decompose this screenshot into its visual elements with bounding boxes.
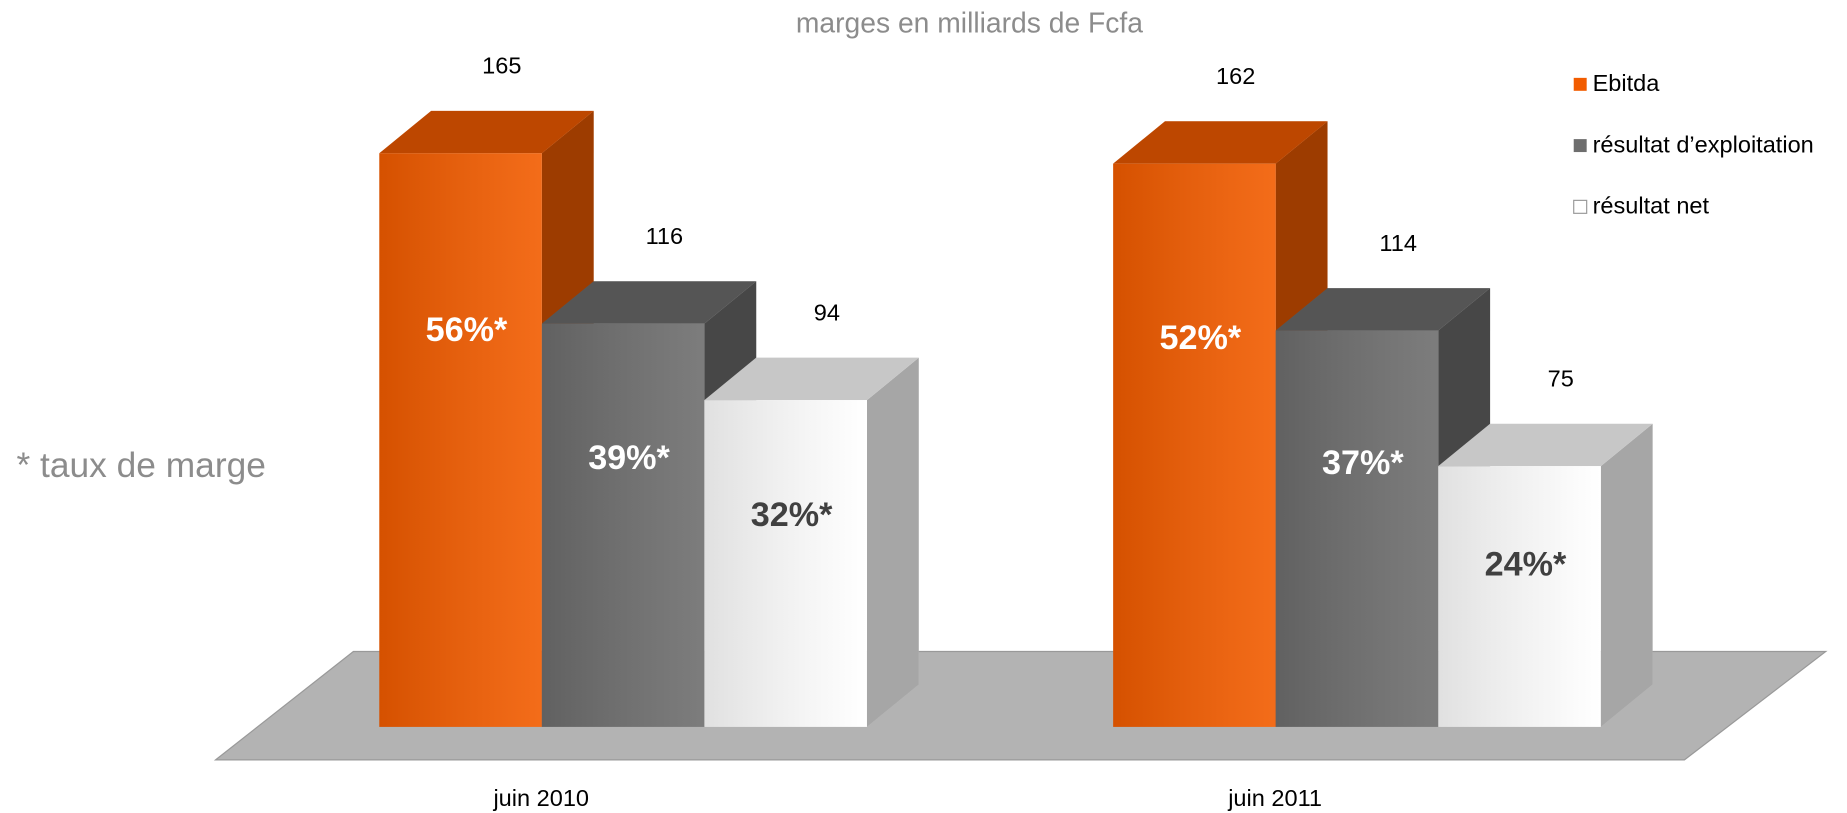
bar-shade bbox=[541, 323, 705, 727]
value-label: 75 bbox=[1548, 365, 1574, 391]
legend-label: résultat d’exploitation bbox=[1593, 131, 1814, 157]
margin-label: 24%* bbox=[1485, 546, 1567, 584]
x-tick-label: juin 2011 bbox=[1227, 785, 1322, 811]
note: * taux de marge bbox=[16, 446, 265, 485]
value-label: 165 bbox=[482, 52, 521, 78]
chart-title: marges en milliards de Fcfa bbox=[796, 6, 1143, 38]
legend-marker bbox=[1573, 139, 1587, 153]
margin-label: 32%* bbox=[751, 496, 833, 534]
legend-marker bbox=[1573, 199, 1588, 214]
margin-label: 56%* bbox=[426, 311, 508, 349]
bar-top bbox=[541, 281, 757, 324]
value-label: 114 bbox=[1379, 230, 1417, 256]
bar-shade bbox=[1275, 330, 1439, 727]
bar-shade bbox=[1438, 466, 1601, 727]
bar-top-shade bbox=[1113, 121, 1328, 164]
margin-label: 52%* bbox=[1159, 319, 1241, 357]
x-tick-label: juin 2010 bbox=[492, 785, 589, 811]
bar-shade bbox=[1113, 163, 1276, 727]
bar-top-shade bbox=[704, 357, 919, 401]
bar-top-shade bbox=[1275, 288, 1491, 331]
legend-label: Ebitda bbox=[1593, 70, 1661, 96]
value-label: 116 bbox=[646, 223, 684, 249]
bar-shade bbox=[379, 153, 542, 727]
bar-side-shade bbox=[1600, 423, 1653, 727]
bar-top-shade bbox=[379, 110, 594, 154]
bar-side bbox=[866, 357, 919, 727]
bar-top bbox=[1113, 121, 1328, 164]
value-label: 94 bbox=[814, 299, 840, 325]
bar-top-shade bbox=[541, 281, 757, 324]
legend-label: résultat net bbox=[1593, 193, 1710, 219]
bar-top bbox=[379, 110, 594, 154]
bar-top bbox=[1438, 423, 1653, 467]
bar-side bbox=[1600, 423, 1653, 727]
bar-top bbox=[704, 357, 919, 401]
bar-side-shade bbox=[866, 357, 919, 727]
margin-label: 37%* bbox=[1322, 444, 1404, 482]
bar-shade bbox=[704, 400, 867, 727]
bar-top-shade bbox=[1438, 423, 1653, 467]
margin-label: 39%* bbox=[588, 439, 670, 477]
bar-top bbox=[1275, 288, 1491, 331]
value-label: 162 bbox=[1216, 63, 1255, 89]
legend-marker bbox=[1573, 77, 1587, 91]
